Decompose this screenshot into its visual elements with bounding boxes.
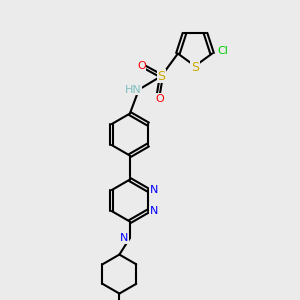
Text: HN: HN — [125, 85, 142, 94]
Text: N: N — [150, 185, 158, 195]
Text: N: N — [120, 233, 129, 243]
Text: S: S — [158, 70, 165, 83]
Text: Cl: Cl — [217, 46, 228, 56]
Text: N: N — [150, 206, 158, 216]
Text: O: O — [137, 61, 146, 70]
Text: S: S — [191, 61, 199, 74]
Text: O: O — [155, 94, 164, 103]
